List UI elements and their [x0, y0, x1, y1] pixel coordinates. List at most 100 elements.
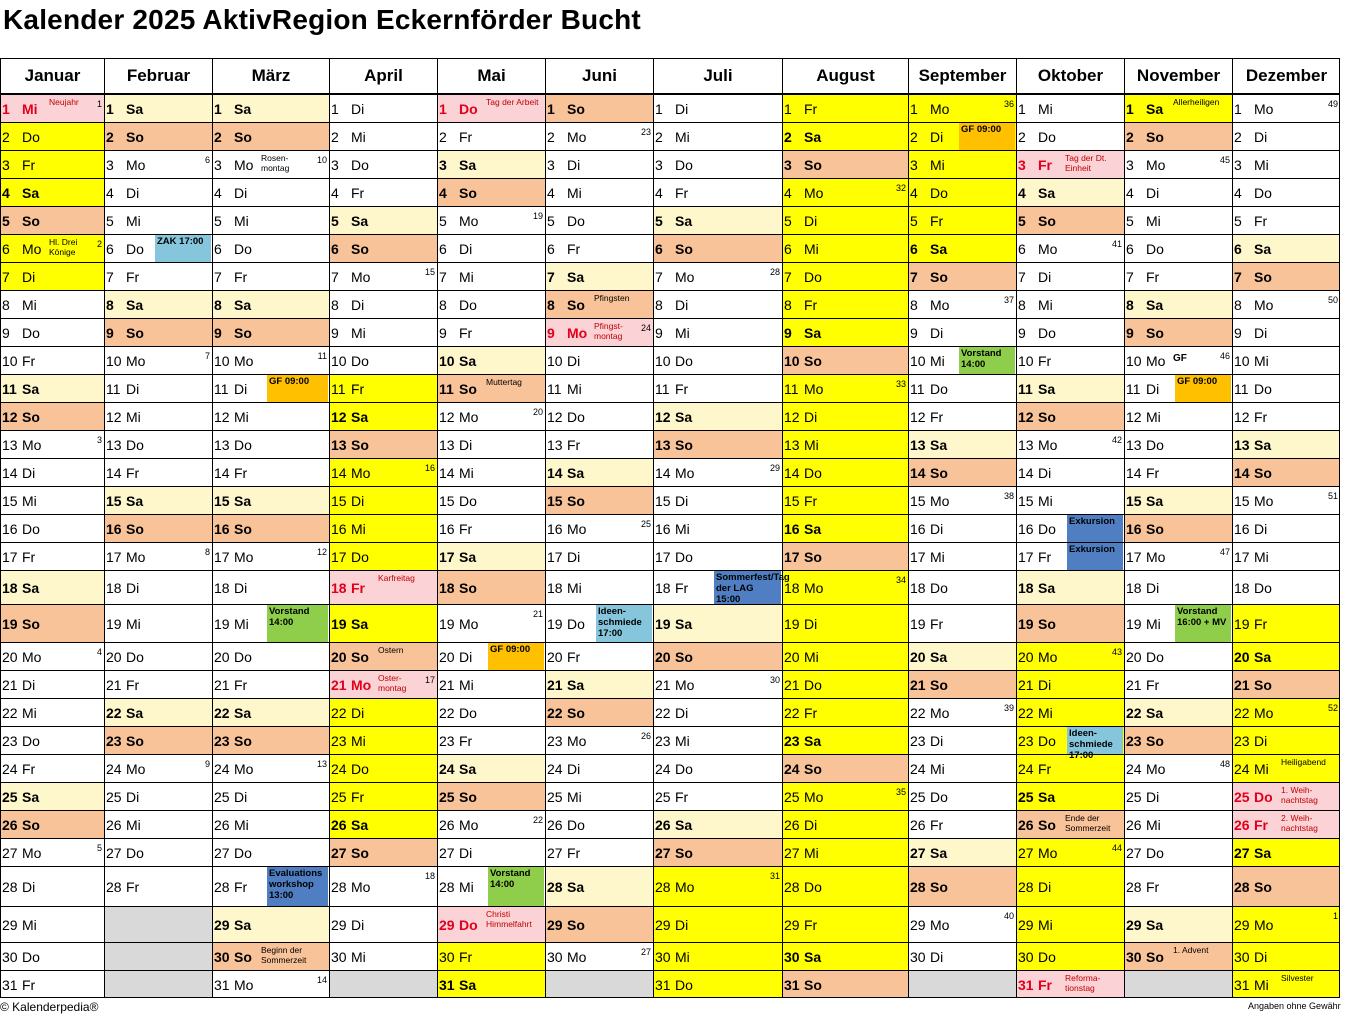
day-cell[interactable]: 6 Mi	[782, 234, 908, 262]
day-cell[interactable]: 22 Di	[329, 698, 437, 726]
day-cell[interactable]: 6 Fr	[545, 234, 653, 262]
day-cell[interactable]: 28 Mo 31	[653, 866, 782, 906]
day-cell[interactable]: 29 Mi	[0, 906, 104, 942]
day-cell[interactable]: 1 Di	[653, 94, 782, 122]
day-cell[interactable]: 28 So	[1232, 866, 1340, 906]
day-cell[interactable]: 25 Di	[104, 782, 212, 810]
day-cell[interactable]: 28 Fr	[104, 866, 212, 906]
day-cell[interactable]: 5 Di	[782, 206, 908, 234]
day-cell[interactable]: 25 Di	[212, 782, 329, 810]
day-cell[interactable]: 6 Di	[437, 234, 545, 262]
day-cell[interactable]: 2 Mi	[653, 122, 782, 150]
day-cell[interactable]: 28 Di	[0, 866, 104, 906]
day-cell[interactable]: 21 Mi	[437, 670, 545, 698]
day-cell[interactable]: 6 So	[653, 234, 782, 262]
day-cell[interactable]: 9 Mi	[653, 318, 782, 346]
day-cell[interactable]: 11 Di	[104, 374, 212, 402]
day-cell[interactable]: 12 Sa	[653, 402, 782, 430]
day-cell[interactable]: 26 Sa	[329, 810, 437, 838]
day-cell[interactable]: 10 Do	[653, 346, 782, 374]
day-cell[interactable]: 12 Di	[782, 402, 908, 430]
event-box[interactable]: Sommerfest/Tag der LAG 15:00	[714, 571, 790, 605]
event-box[interactable]: Exkursion	[1067, 515, 1123, 542]
day-cell[interactable]: 5 Mi	[212, 206, 329, 234]
day-cell[interactable]: 9 Sa	[782, 318, 908, 346]
day-cell[interactable]: 11 Fr	[653, 374, 782, 402]
day-cell[interactable]: 11 Fr	[329, 374, 437, 402]
day-cell[interactable]: 14 Mi	[437, 458, 545, 486]
day-cell[interactable]: 18 Di	[1124, 570, 1232, 604]
day-cell[interactable]: 4 So	[437, 178, 545, 206]
day-cell[interactable]: 9 Do	[0, 318, 104, 346]
day-cell[interactable]: 2 Sa	[782, 122, 908, 150]
day-cell[interactable]: 9 So	[212, 318, 329, 346]
day-cell[interactable]: 13 Sa	[908, 430, 1016, 458]
day-cell[interactable]: 21 Mo 30	[653, 670, 782, 698]
day-cell[interactable]: 13 Mi	[782, 430, 908, 458]
day-cell[interactable]: 17 Sa	[437, 542, 545, 570]
day-cell[interactable]: 24 Fr	[0, 754, 104, 782]
day-cell[interactable]: 6 Mo Hl. Drei Könige 2	[0, 234, 104, 262]
day-cell[interactable]: 7 Di	[1016, 262, 1124, 290]
day-cell[interactable]: 4 Di	[212, 178, 329, 206]
day-cell[interactable]: 11 Mi	[545, 374, 653, 402]
day-cell[interactable]: 14 So	[1232, 458, 1340, 486]
day-cell[interactable]: 10 Mo GF 46	[1124, 346, 1232, 374]
day-cell[interactable]: 13 Do	[104, 430, 212, 458]
day-cell[interactable]: 19 Sa	[653, 604, 782, 642]
day-cell[interactable]: 22 Sa	[1124, 698, 1232, 726]
day-cell[interactable]: 2 So	[104, 122, 212, 150]
day-cell[interactable]: 7 Fr	[212, 262, 329, 290]
day-cell[interactable]: 27 So	[329, 838, 437, 866]
event-box[interactable]: GF 09:00	[267, 375, 328, 402]
day-cell[interactable]: 4 Mi	[545, 178, 653, 206]
day-cell[interactable]: 29 Sa	[212, 906, 329, 942]
day-cell[interactable]: 11 Sa	[0, 374, 104, 402]
day-cell[interactable]: 26 Di	[782, 810, 908, 838]
day-cell[interactable]: 25 Fr	[653, 782, 782, 810]
day-cell[interactable]: 2 Mi	[329, 122, 437, 150]
event-box[interactable]: Evaluations workshop 13:00	[267, 867, 328, 906]
day-cell[interactable]: 23 Mi	[653, 726, 782, 754]
day-cell[interactable]: 16 Mi	[653, 514, 782, 542]
day-cell[interactable]: 22 Sa	[104, 698, 212, 726]
day-cell[interactable]: 14 Mo 16	[329, 458, 437, 486]
day-cell[interactable]: 3 Fr	[0, 150, 104, 178]
day-cell[interactable]: 24 Fr	[1016, 754, 1124, 782]
day-cell[interactable]: 11 Sa	[1016, 374, 1124, 402]
day-cell[interactable]: 27 Mo 5	[0, 838, 104, 866]
day-cell[interactable]: 21 Fr	[1124, 670, 1232, 698]
day-cell[interactable]: 26 Mi	[212, 810, 329, 838]
day-cell[interactable]: 3 Do	[329, 150, 437, 178]
day-cell[interactable]: 6 Sa	[1232, 234, 1340, 262]
day-cell[interactable]: 24 Mo 9	[104, 754, 212, 782]
day-cell[interactable]: 5 Fr	[908, 206, 1016, 234]
day-cell[interactable]: 28 Mo 18	[329, 866, 437, 906]
day-cell[interactable]: 19 Fr	[1232, 604, 1340, 642]
day-cell[interactable]: 6 Do	[1124, 234, 1232, 262]
day-cell[interactable]: 22 Do	[437, 698, 545, 726]
day-cell[interactable]: 16 So	[1124, 514, 1232, 542]
day-cell[interactable]: 26 So	[0, 810, 104, 838]
day-cell[interactable]: 20 Sa	[1232, 642, 1340, 670]
day-cell[interactable]: 15 Sa	[212, 486, 329, 514]
day-cell[interactable]: 24 Do	[329, 754, 437, 782]
day-cell[interactable]: 14 Mo 29	[653, 458, 782, 486]
day-cell[interactable]: 1 Mi	[1016, 94, 1124, 122]
day-cell[interactable]: 21 So	[1232, 670, 1340, 698]
day-cell[interactable]: 25 Di	[1124, 782, 1232, 810]
day-cell[interactable]: 20 Mi	[782, 642, 908, 670]
event-box[interactable]: Vorstand 14:00	[488, 867, 544, 906]
day-cell[interactable]: 28 So	[908, 866, 1016, 906]
day-cell[interactable]: 24 Mo 13	[212, 754, 329, 782]
day-cell[interactable]: 16 Mi	[329, 514, 437, 542]
day-cell[interactable]: 17 Mo 47	[1124, 542, 1232, 570]
day-cell[interactable]: 22 Mi	[1016, 698, 1124, 726]
day-cell[interactable]: 3 Mo 6	[104, 150, 212, 178]
day-cell[interactable]: 11 Mo 33	[782, 374, 908, 402]
day-cell[interactable]: 24 Mi	[908, 754, 1016, 782]
day-cell[interactable]: 28 Do	[782, 866, 908, 906]
day-cell[interactable]: 2 So	[1124, 122, 1232, 150]
day-cell[interactable]: 30 Sa	[782, 942, 908, 970]
day-cell[interactable]: 25 So	[437, 782, 545, 810]
